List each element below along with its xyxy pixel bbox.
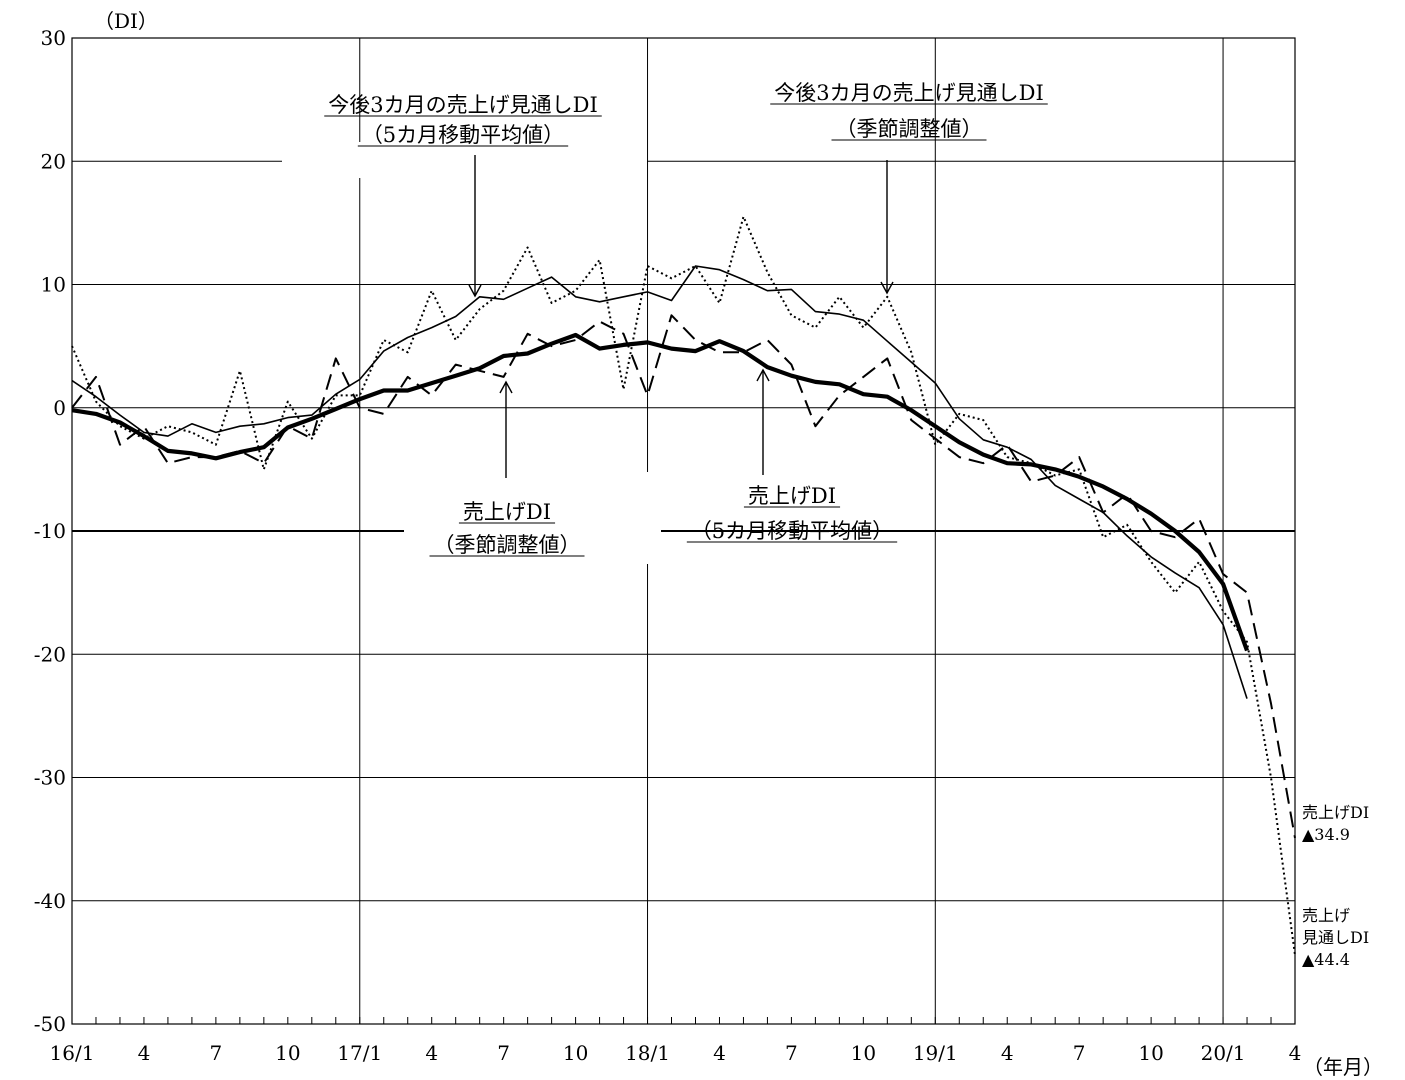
sales-di-seasonal-line	[71, 314, 1296, 839]
y-tick-label: -50	[34, 1012, 66, 1036]
x-tick-label: 4	[713, 1041, 726, 1065]
x-axis-unit-label: （年月）	[1303, 1055, 1383, 1079]
x-tick-label: 18/1	[625, 1041, 670, 1065]
y-tick-label: 30	[41, 26, 66, 50]
x-tick-label: 19/1	[913, 1041, 958, 1065]
annotation-sales-seasonal-line: 売上げDI	[463, 500, 551, 524]
x-tick-label: 4	[138, 1041, 151, 1065]
x-tick-label: 10	[563, 1041, 588, 1065]
x-tick-label: 16/1	[50, 1041, 95, 1065]
annotation-sales-moving-avg-line: 売上げDI	[748, 484, 836, 508]
annotation-outlook-moving-avg-line: 今後3カ月の売上げ見通しDI	[328, 93, 598, 117]
annotation-outlook-moving-avg-line: （5カ月移動平均値）	[362, 123, 564, 147]
gridlines	[72, 37, 1295, 1024]
end-label-outlook-di-line: 見通しDI	[1302, 928, 1369, 947]
y-tick-label: -40	[34, 889, 66, 913]
x-tick-label: 10	[275, 1041, 300, 1065]
end-label-sales-di-line: ▲34.9	[1302, 825, 1350, 844]
x-tick-label: 10	[851, 1041, 876, 1065]
plot-frame	[71, 37, 1296, 1025]
x-tick-label: 7	[785, 1041, 798, 1065]
label-background	[404, 472, 600, 562]
arrow-head	[880, 281, 894, 295]
x-tick-label: 17/1	[337, 1041, 382, 1065]
arrow-head	[756, 368, 770, 382]
x-tick-label: 4	[425, 1041, 438, 1065]
label-background	[600, 472, 661, 564]
annotation-outlook-seasonal-line: （季節調整値）	[836, 117, 983, 141]
y-tick-label: -30	[34, 766, 66, 790]
annotation-sales-moving-avg-line: （5カ月移動平均値）	[691, 519, 893, 543]
arrow-head	[468, 284, 482, 298]
y-tick-label: -10	[34, 519, 66, 543]
x-tick-label: 7	[497, 1041, 510, 1065]
arrow-head	[499, 380, 513, 394]
label-background	[282, 142, 647, 178]
axes: 30 20 10 0 -10 -20 -30 -40 -50 16/1 4 7 10 17/1 4 7 10 18…	[34, 26, 1302, 1065]
x-tick-label: 20/1	[1201, 1041, 1246, 1065]
sales-di-moving-avg-line	[71, 332, 1249, 652]
annotation-layer: 今後3カ月の売上げ見通しDI （5カ月移動平均値） 今後3カ月の売上げ見通しDI （季…	[324, 81, 1369, 969]
x-tick-label: 7	[1073, 1041, 1086, 1065]
annotation-outlook-seasonal-line: 今後3カ月の売上げ見通しDI	[774, 81, 1044, 105]
end-label-outlook-di-line: ▲44.4	[1302, 950, 1350, 969]
y-tick-label: 20	[41, 149, 66, 173]
outlook-di-moving-avg-line	[71, 265, 1248, 699]
annotation-sales-seasonal-line: （季節調整値）	[434, 533, 581, 557]
x-tick-label: 7	[210, 1041, 223, 1065]
x-tick-label: 4	[1289, 1041, 1302, 1065]
y-axis-unit-label: （DI）	[94, 9, 158, 33]
y-tick-label: -20	[34, 642, 66, 666]
end-label-sales-di-line: 売上げDI	[1302, 803, 1369, 822]
x-tick-label: 10	[1138, 1041, 1163, 1065]
y-tick-label: 0	[53, 396, 66, 420]
y-tick-label: 10	[41, 273, 66, 297]
series-layer	[71, 215, 1296, 956]
x-tick-label: 4	[1001, 1041, 1014, 1065]
end-label-outlook-di-line: 売上げ	[1302, 906, 1350, 925]
